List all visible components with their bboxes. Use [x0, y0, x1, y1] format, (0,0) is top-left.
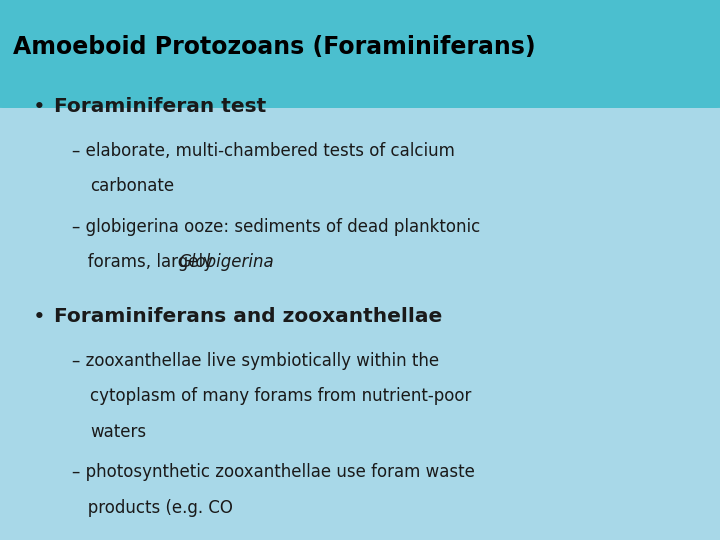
Text: forams, largely: forams, largely: [72, 253, 218, 272]
Text: Amoeboid Protozoans (Foraminiferans): Amoeboid Protozoans (Foraminiferans): [13, 35, 536, 59]
Text: Foraminiferans and zooxanthellae: Foraminiferans and zooxanthellae: [54, 307, 442, 326]
Bar: [709, 0, 720, 94]
Text: – elaborate, multi-chambered tests of calcium: – elaborate, multi-chambered tests of ca…: [72, 143, 455, 160]
Text: products (e.g. CO: products (e.g. CO: [72, 498, 233, 516]
FancyBboxPatch shape: [0, 0, 720, 108]
Bar: [0, 62, 720, 81]
Text: Foraminiferan test: Foraminiferan test: [54, 97, 266, 116]
Text: – zooxanthellae live symbiotically within the: – zooxanthellae live symbiotically withi…: [72, 353, 439, 370]
Text: Globigerina: Globigerina: [179, 253, 274, 272]
Text: – photosynthetic zooxanthellae use foram waste: – photosynthetic zooxanthellae use foram…: [72, 463, 475, 481]
Text: waters: waters: [90, 423, 146, 441]
Text: cytoplasm of many forams from nutrient-poor: cytoplasm of many forams from nutrient-p…: [90, 388, 472, 406]
Text: carbonate: carbonate: [90, 178, 174, 195]
Text: – globigerina ooze: sediments of dead planktonic: – globigerina ooze: sediments of dead pl…: [72, 218, 480, 237]
Text: •: •: [32, 97, 45, 117]
Bar: [0, 0, 11, 94]
Text: •: •: [32, 307, 45, 327]
